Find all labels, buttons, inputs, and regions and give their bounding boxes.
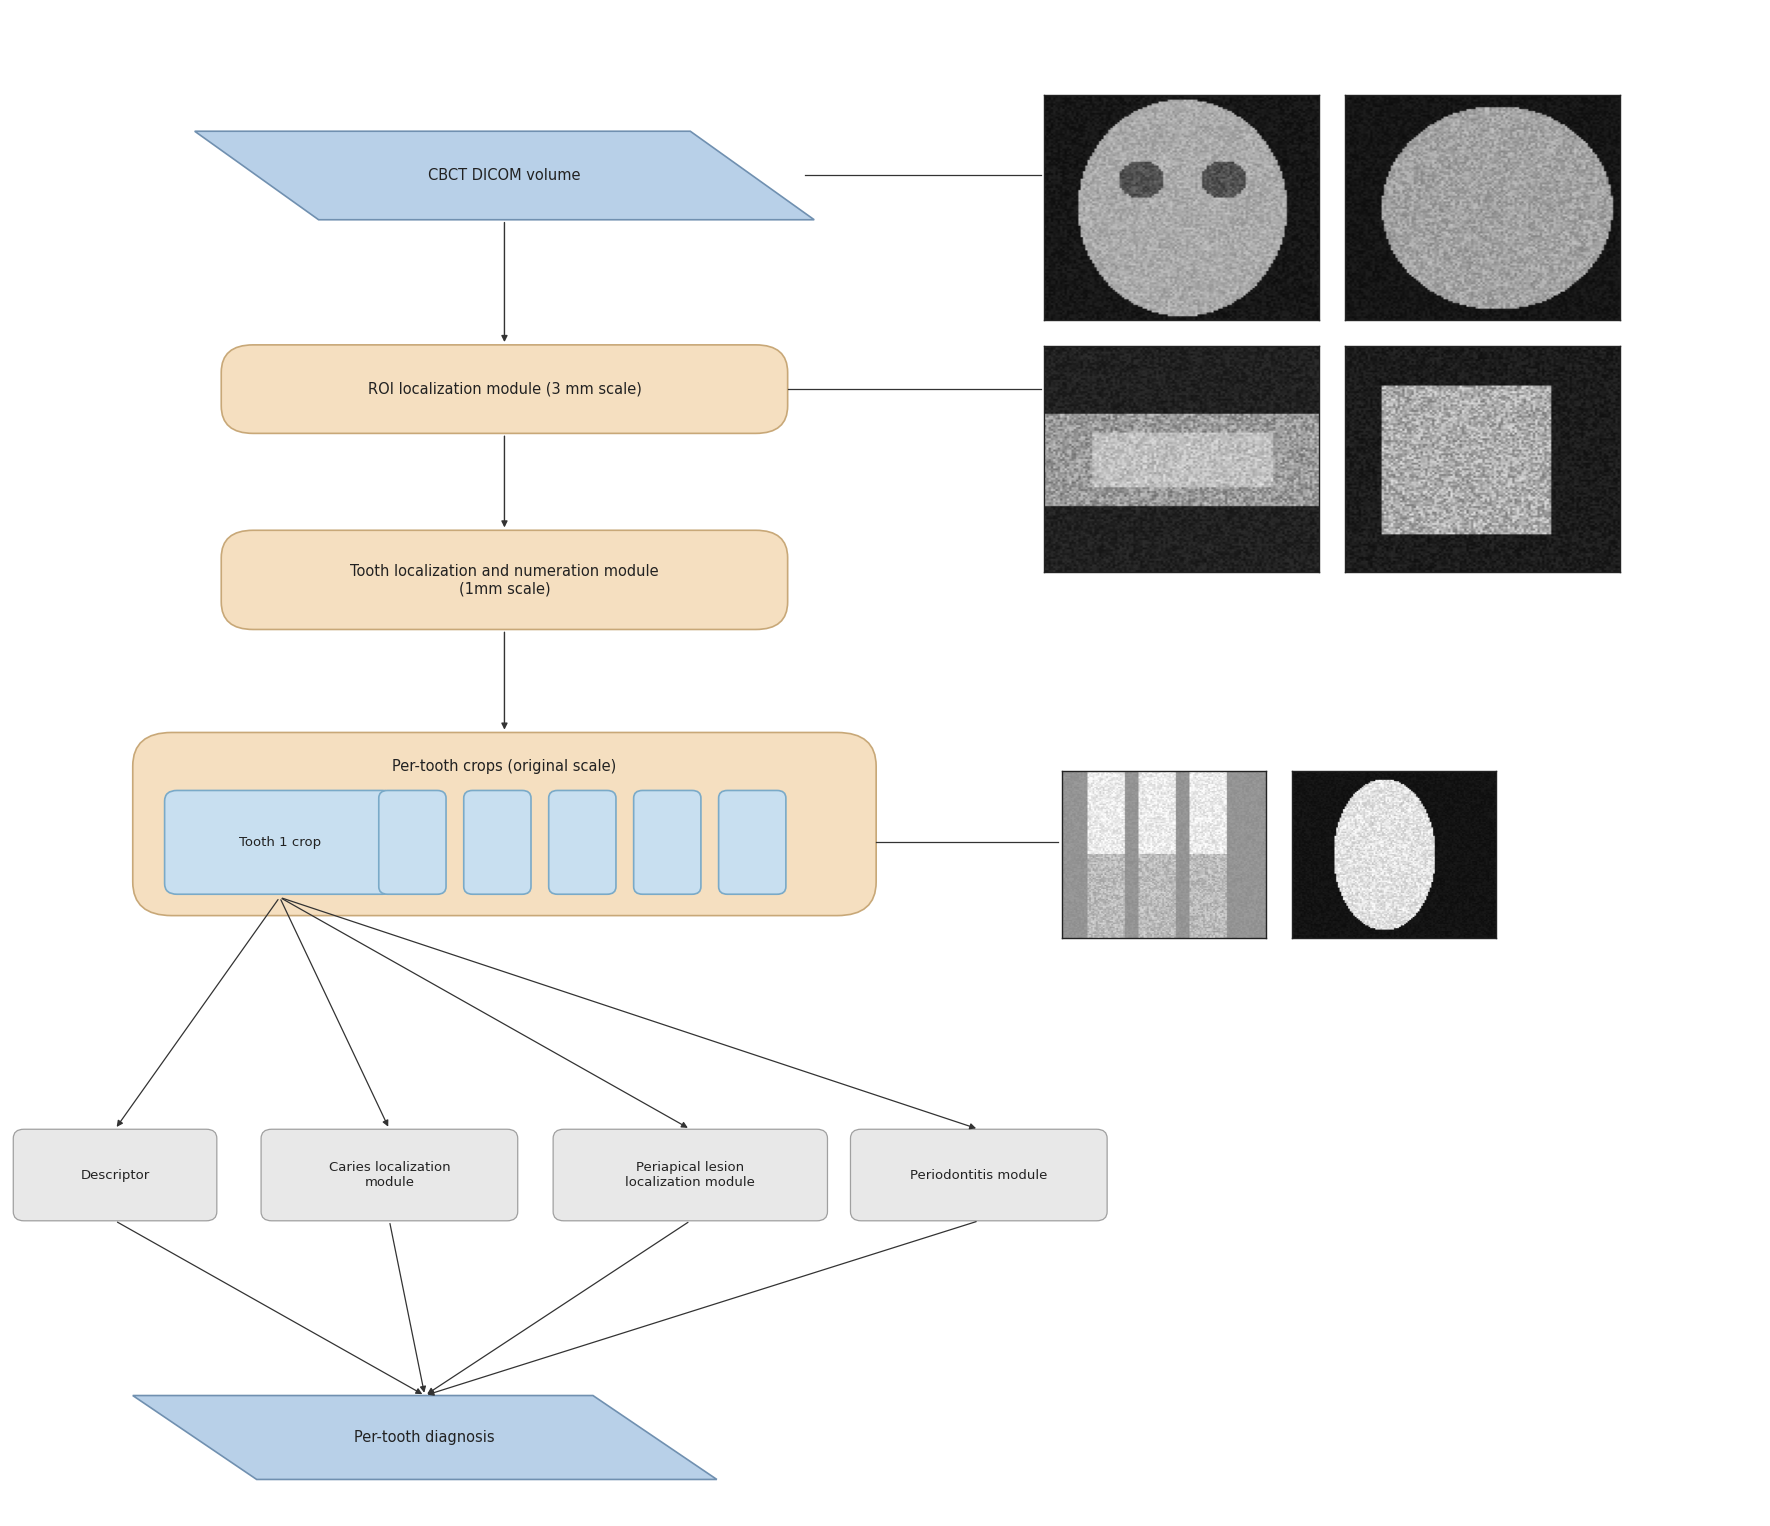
Text: Per-tooth crops (original scale): Per-tooth crops (original scale) <box>393 758 616 774</box>
FancyBboxPatch shape <box>133 732 876 916</box>
FancyBboxPatch shape <box>221 530 788 629</box>
FancyBboxPatch shape <box>262 1129 519 1221</box>
Text: Per-tooth diagnosis: Per-tooth diagnosis <box>354 1430 496 1445</box>
Text: Tooth localization and numeration module
(1mm scale): Tooth localization and numeration module… <box>350 563 658 597</box>
Text: Periapical lesion
localization module: Periapical lesion localization module <box>625 1161 756 1189</box>
Text: Descriptor: Descriptor <box>80 1169 150 1181</box>
FancyBboxPatch shape <box>634 790 701 894</box>
Text: Tooth 1 crop: Tooth 1 crop <box>239 836 320 848</box>
FancyBboxPatch shape <box>851 1129 1108 1221</box>
FancyBboxPatch shape <box>549 790 616 894</box>
Polygon shape <box>133 1395 717 1480</box>
Text: Caries localization
module: Caries localization module <box>329 1161 450 1189</box>
FancyBboxPatch shape <box>719 790 786 894</box>
Text: Periodontitis module: Periodontitis module <box>910 1169 1048 1181</box>
FancyBboxPatch shape <box>165 790 395 894</box>
Text: ROI localization module (3 mm scale): ROI localization module (3 mm scale) <box>368 382 641 397</box>
Polygon shape <box>195 131 814 220</box>
FancyBboxPatch shape <box>379 790 446 894</box>
Text: CBCT DICOM volume: CBCT DICOM volume <box>428 168 581 183</box>
FancyBboxPatch shape <box>552 1129 828 1221</box>
FancyBboxPatch shape <box>221 345 788 433</box>
FancyBboxPatch shape <box>464 790 531 894</box>
FancyBboxPatch shape <box>14 1129 216 1221</box>
